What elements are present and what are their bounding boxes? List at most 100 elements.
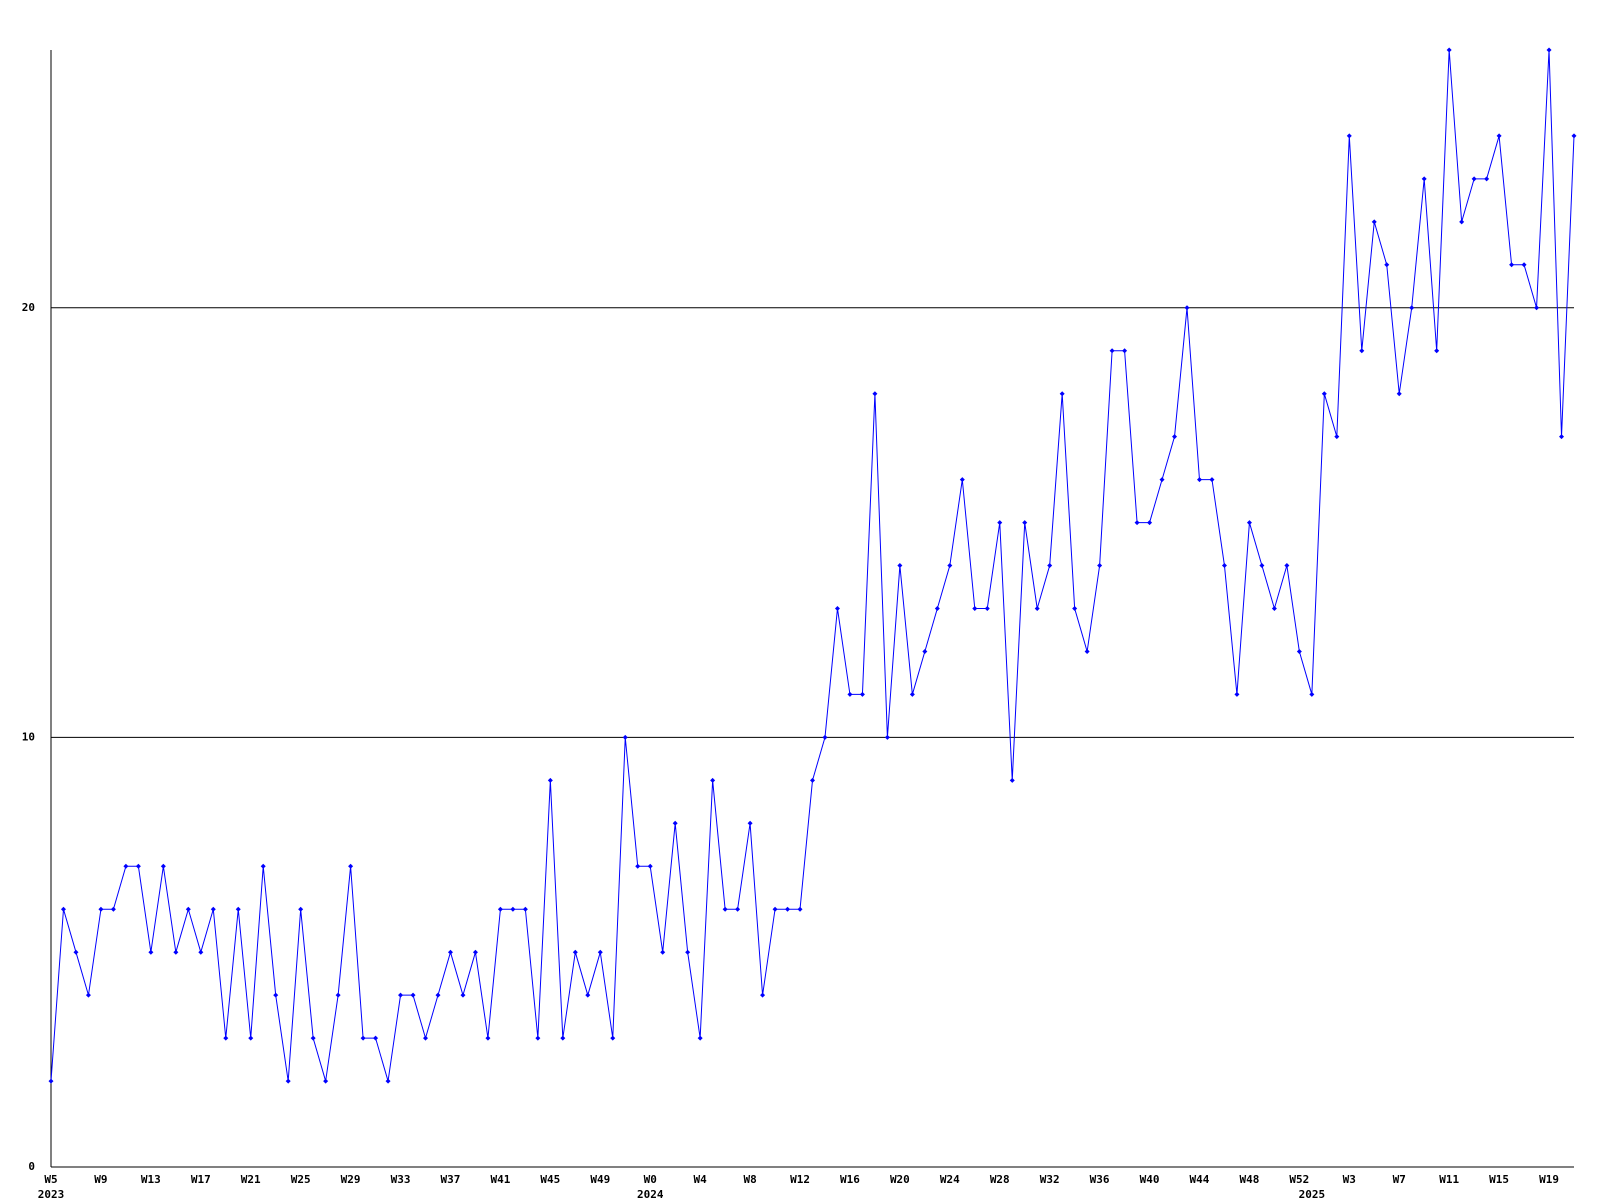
point-marker	[1409, 305, 1415, 311]
point-marker	[922, 648, 928, 654]
point-marker	[685, 949, 691, 955]
point-marker	[672, 820, 678, 826]
point-marker	[897, 563, 903, 569]
point-marker	[660, 949, 666, 955]
point-marker	[1359, 348, 1365, 354]
point-marker	[135, 863, 141, 869]
point-marker	[260, 863, 266, 869]
point-marker	[1384, 262, 1390, 268]
point-marker	[647, 863, 653, 869]
point-marker	[810, 777, 815, 783]
point-marker	[198, 949, 204, 955]
point-marker	[510, 906, 516, 912]
point-marker	[1396, 391, 1402, 397]
point-marker	[610, 1035, 616, 1041]
point-marker	[435, 992, 441, 998]
point-marker	[1434, 348, 1440, 354]
x-tick-label: W13	[141, 1173, 161, 1186]
point-marker	[535, 1035, 541, 1041]
x-tick-label: W45	[540, 1173, 560, 1186]
point-marker	[1571, 133, 1577, 139]
point-marker	[760, 992, 766, 998]
point-marker	[160, 863, 166, 869]
point-marker	[472, 949, 478, 955]
point-marker	[1446, 47, 1452, 53]
point-marker	[1271, 606, 1277, 611]
point-marker	[884, 734, 890, 740]
point-marker	[934, 606, 940, 611]
point-marker	[447, 949, 453, 955]
x-tick-label: W5	[44, 1173, 57, 1186]
point-marker	[310, 1035, 316, 1041]
x-tick-label: W49	[590, 1173, 610, 1186]
point-marker	[1159, 477, 1165, 483]
point-marker	[984, 606, 990, 611]
x-tick-label: W15	[1489, 1173, 1509, 1186]
x-tick-label: W20	[890, 1173, 910, 1186]
x-tick-label: W24	[940, 1173, 960, 1186]
point-marker	[335, 992, 341, 998]
x-tick-label: W4	[694, 1173, 708, 1186]
point-marker	[1059, 391, 1065, 397]
point-marker	[972, 606, 978, 611]
point-marker	[1559, 434, 1565, 440]
point-marker	[460, 992, 466, 998]
point-marker	[834, 606, 840, 611]
point-marker	[1471, 176, 1477, 182]
point-marker	[1147, 520, 1153, 526]
point-marker	[772, 906, 778, 912]
x-tick-label: W32	[1040, 1173, 1060, 1186]
x-tick-label: W29	[341, 1173, 361, 1186]
point-marker	[1321, 391, 1327, 397]
point-marker	[1296, 648, 1302, 654]
x-tick-label: W12	[790, 1173, 810, 1186]
y-tick-label: 10	[22, 730, 35, 743]
point-marker	[123, 863, 129, 869]
point-marker	[959, 477, 965, 483]
point-marker	[1009, 777, 1015, 783]
point-marker	[847, 691, 853, 697]
point-marker	[1421, 176, 1427, 182]
point-marker	[1109, 348, 1115, 354]
x-tick-label: W36	[1090, 1173, 1110, 1186]
point-marker	[1371, 219, 1377, 225]
point-marker	[360, 1035, 366, 1041]
x-tick-label: W52	[1289, 1173, 1309, 1186]
point-marker	[423, 1035, 429, 1041]
x-tick-label: W21	[241, 1173, 261, 1186]
point-marker	[1246, 520, 1252, 526]
point-marker	[1346, 133, 1352, 139]
point-marker	[622, 734, 628, 740]
point-marker	[597, 949, 603, 955]
point-marker	[73, 949, 79, 955]
point-marker	[1047, 563, 1053, 569]
x-tick-label: W48	[1239, 1173, 1259, 1186]
point-marker	[1122, 348, 1128, 354]
point-marker	[1134, 520, 1140, 526]
point-marker	[1484, 176, 1490, 182]
point-marker	[1546, 47, 1552, 53]
point-marker	[585, 992, 591, 998]
point-marker	[85, 992, 91, 998]
point-marker	[1459, 219, 1465, 225]
point-marker	[1022, 520, 1028, 526]
point-marker	[173, 949, 179, 955]
point-marker	[822, 734, 828, 740]
point-marker	[1196, 477, 1202, 483]
point-marker	[1209, 477, 1215, 483]
point-marker	[398, 992, 404, 998]
x-tick-label: W33	[391, 1173, 411, 1186]
point-marker	[298, 906, 304, 912]
x-tick-label: W16	[840, 1173, 860, 1186]
x-tick-label: W44	[1190, 1173, 1210, 1186]
point-marker	[248, 1035, 254, 1041]
x-tick-label: W3	[1343, 1173, 1356, 1186]
point-marker	[859, 691, 865, 697]
point-marker	[273, 992, 279, 998]
year-label: 2024	[637, 1188, 664, 1200]
year-label: 2023	[38, 1188, 65, 1200]
point-marker	[1284, 563, 1290, 569]
point-marker	[348, 863, 354, 869]
x-tick-label: W8	[743, 1173, 756, 1186]
